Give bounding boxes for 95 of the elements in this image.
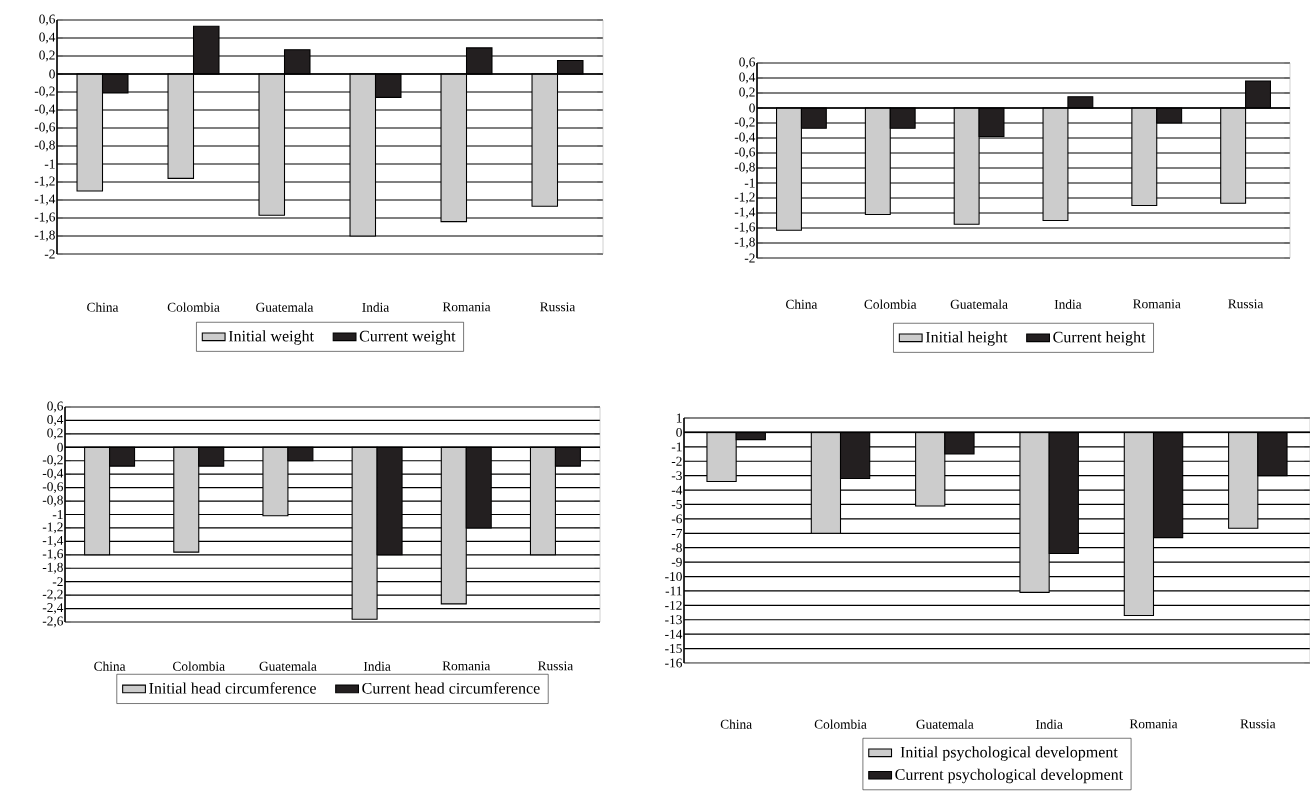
y-tick-label: -7 [671,528,683,538]
y-tick-label: 0,6 [739,57,756,69]
x-tick-label: Colombia [864,299,917,309]
y-tick-label: -12 [665,600,682,610]
y-tick-label: -0,2 [34,86,55,98]
legend-label: Initial weight [228,330,314,345]
x-tick-label: Guatemala [259,661,317,671]
y-tick-label: -1,6 [734,222,756,234]
y-tick-label: -1,2 [34,176,55,188]
legend-label: Current head circumference [362,682,540,694]
y-tick-label: -6 [671,514,683,524]
x-tick-label: Russia [538,661,574,671]
y-tick-label: -0,4 [734,132,756,144]
y-tick-label: 0 [49,69,55,79]
x-tick-label: India [1035,719,1063,729]
y-tick-label: -1 [52,510,63,519]
y-tick-label: -11 [665,586,682,596]
y-tick-label: -2 [671,456,682,466]
y-tick-label: -1 [44,159,55,169]
y-tick-label: -0,8 [734,162,755,174]
y-tick-label: -0,8 [34,140,55,152]
y-tick-label: -8 [671,543,682,553]
y-tick-label: 0,2 [739,87,755,99]
x-tick-label: Guatemala [916,719,974,729]
y-tick-label: -1,8 [34,230,55,242]
y-tick-label: -3 [671,471,682,481]
x-tick-label: Russia [540,302,576,312]
legend-label: Initial head circumference [149,682,316,694]
y-tick-label: 1 [676,413,682,423]
y-tick-label: -1 [671,442,682,452]
y-tick-label: -0,2 [734,117,755,129]
x-tick-label: Colombia [814,719,867,729]
x-tick-label: Colombia [167,302,220,312]
y-tick-label: 0 [749,103,755,113]
y-tick-label: -2 [44,249,55,259]
legend-label: Current height [1053,331,1146,346]
x-tick-label: India [362,302,390,312]
y-tick-label: -1,2 [42,522,63,534]
y-tick-label: -1,8 [42,562,63,574]
y-tick-label: -2,2 [42,589,63,601]
y-tick-label: -1 [744,178,755,188]
y-tick-label: 0,4 [739,72,756,84]
y-tick-label: -2,4 [42,603,64,614]
x-tick-label: India [1054,299,1082,309]
y-tick-label: -1,4 [734,207,756,219]
y-tick-label: -1,2 [734,192,755,204]
y-tick-label: -0,6 [34,122,56,134]
y-tick-label: -4 [671,485,683,495]
y-tick-label: 0,2 [39,50,55,62]
legend-label: Initial height [925,331,1008,346]
y-tick-label: -1,8 [734,237,755,249]
y-tick-label: -1,6 [42,549,64,561]
y-tick-label: -2,6 [42,616,64,628]
y-tick-label: -1,4 [34,194,56,206]
y-tick-label: 0,4 [39,32,56,44]
y-tick-label: 0,6 [39,14,56,26]
legend-label: Current weight [359,330,456,345]
y-tick-label: -0,6 [42,482,64,494]
x-tick-label: China [94,661,126,671]
y-tick-label: -13 [665,615,682,625]
x-tick-label: Russia [1240,719,1276,729]
y-tick-label: -0,4 [34,104,56,116]
y-tick-label: -1,6 [34,212,56,224]
x-tick-label: Romania [442,302,491,312]
y-tick-label: -0,2 [42,455,63,467]
y-tick-label: -14 [665,629,683,639]
y-tick-label: 0,6 [47,401,64,413]
x-tick-label: China [87,302,119,312]
legend-label: Current psychological development [895,768,1124,784]
y-tick-label: -10 [665,572,682,582]
x-tick-label: Romania [1129,719,1178,729]
y-tick-label: -0,4 [42,468,64,480]
x-tick-label: Colombia [173,661,225,671]
y-tick-label: -0,6 [734,147,756,159]
x-tick-label: Guatemala [256,302,314,312]
y-tick-label: -16 [665,658,683,668]
y-tick-label: -9 [671,557,682,567]
y-tick-label: -15 [665,644,682,654]
x-tick-label: Russia [1228,299,1264,309]
x-tick-label: China [786,299,818,309]
x-tick-label: China [720,719,752,729]
x-tick-label: Guatemala [950,299,1008,309]
y-tick-label: -2 [52,577,63,587]
y-tick-label: -1,4 [42,535,64,547]
y-tick-label: 0,4 [47,414,64,426]
x-tick-label: Romania [442,661,491,671]
legend-label: Initial psychological development [900,746,1118,761]
y-tick-label: -2 [744,253,755,263]
y-tick-label: 0,2 [47,428,63,440]
y-tick-label: 0 [57,442,63,452]
y-tick-label: 0 [676,427,682,437]
x-tick-label: India [363,661,391,671]
x-tick-label: Romania [1133,299,1181,309]
y-tick-label: -0,8 [42,495,63,507]
y-tick-label: -5 [671,500,682,509]
